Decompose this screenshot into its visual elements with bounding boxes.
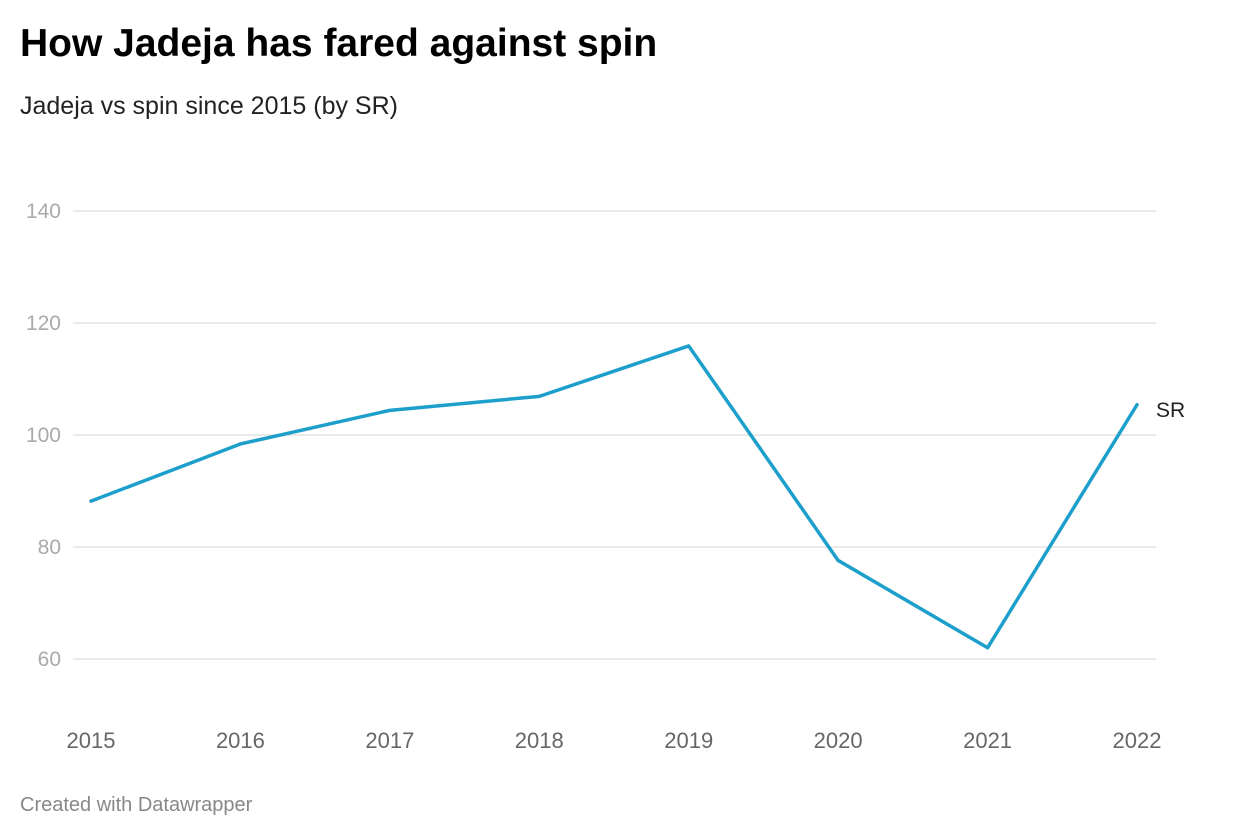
x-tick-label: 2022	[1113, 728, 1162, 753]
series-label: SR	[1156, 399, 1185, 422]
y-tick-label: 80	[38, 536, 61, 559]
chart-subtitle: Jadeja vs spin since 2015 (by SR)	[20, 92, 398, 120]
x-tick-label: 2017	[365, 728, 414, 753]
x-tick-label: 2019	[664, 728, 713, 753]
x-tick-label: 2021	[963, 728, 1012, 753]
y-tick-label: 60	[38, 648, 61, 671]
series-line-sr	[89, 344, 1139, 650]
x-tick-label: 2020	[814, 728, 863, 753]
y-tick-label: 140	[26, 200, 61, 223]
x-tick-label: 2016	[216, 728, 265, 753]
x-tick-label: 2015	[67, 728, 116, 753]
y-tick-label: 100	[26, 424, 61, 447]
y-tick-label: 120	[26, 312, 61, 335]
chart-title: How Jadeja has fared against spin	[20, 22, 658, 65]
x-tick-label: 2018	[515, 728, 564, 753]
footer-credit: Created with Datawrapper	[20, 794, 253, 816]
